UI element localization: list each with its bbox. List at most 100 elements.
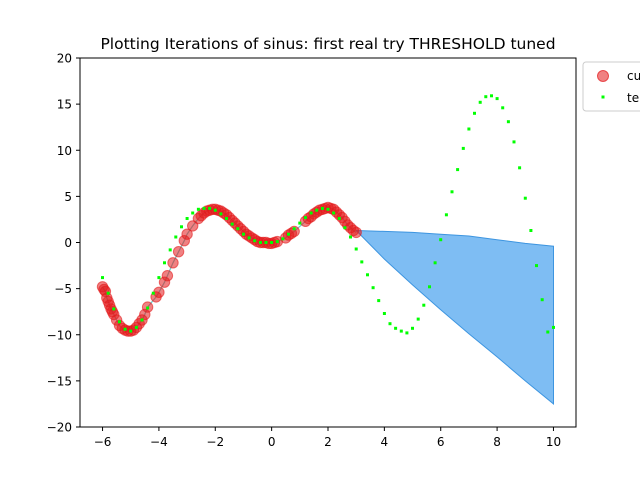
- y-tick-label: −20: [47, 421, 72, 435]
- y-tick-label: −10: [47, 328, 72, 342]
- test-point: [123, 327, 127, 331]
- test-point: [546, 330, 550, 334]
- test-point: [484, 95, 488, 99]
- legend: cu te: [582, 61, 640, 112]
- test-point: [304, 216, 307, 220]
- test-point: [428, 285, 431, 289]
- current-point: [288, 225, 300, 238]
- test-point: [230, 222, 234, 226]
- current-point: [153, 286, 165, 298]
- legend-marker-cu: [597, 70, 609, 82]
- test-point: [208, 206, 212, 210]
- x-tick-label: 6: [437, 435, 445, 449]
- test-point: [196, 207, 200, 211]
- x-tick-label: 8: [493, 435, 501, 449]
- confidence-band: [354, 229, 554, 405]
- test-point: [506, 120, 510, 124]
- test-point: [337, 217, 341, 220]
- test-point: [151, 291, 155, 295]
- y-tick-label: 20: [57, 52, 72, 66]
- test-point: [433, 261, 437, 265]
- test-point: [371, 286, 375, 290]
- x-tick-label: −6: [94, 435, 112, 449]
- x-tick-label: −4: [150, 435, 168, 449]
- test-point: [242, 232, 245, 236]
- test-point: [377, 299, 381, 303]
- test-point: [349, 235, 352, 239]
- test-point: [219, 212, 223, 216]
- current-point: [167, 257, 179, 269]
- test-point: [287, 232, 290, 236]
- test-point: [258, 241, 262, 244]
- test-point: [253, 239, 257, 243]
- test-point: [298, 221, 302, 225]
- test-point: [185, 217, 189, 220]
- test-point: [422, 303, 426, 307]
- test-point: [180, 225, 183, 229]
- x-tick-label: 10: [546, 435, 561, 449]
- test-point: [456, 168, 460, 172]
- test-point: [439, 238, 443, 242]
- test-point: [444, 213, 448, 217]
- test-point: [382, 312, 386, 315]
- test-point: [275, 240, 279, 244]
- test-point: [320, 206, 324, 210]
- test-point: [501, 106, 505, 110]
- x-tick-label: 4: [381, 435, 389, 449]
- legend-label-cu: cu: [627, 69, 640, 83]
- test-point: [191, 211, 195, 215]
- x-tick-label: 0: [268, 435, 276, 449]
- test-point: [354, 247, 358, 251]
- test-point: [129, 329, 133, 333]
- test-point: [292, 227, 296, 231]
- current-point: [172, 246, 185, 258]
- test-point: [518, 166, 522, 170]
- test-point: [535, 264, 538, 268]
- test-point: [168, 248, 172, 252]
- test-point: [270, 241, 274, 244]
- test-point: [315, 208, 319, 212]
- test-point: [225, 217, 228, 220]
- test-point: [552, 325, 555, 329]
- current-point: [350, 226, 362, 239]
- test-point: [540, 298, 544, 302]
- test-point: [512, 140, 516, 144]
- test-point: [366, 273, 369, 277]
- test-point: [529, 229, 533, 232]
- test-point: [405, 331, 409, 335]
- test-point: [118, 320, 121, 324]
- current-point: [187, 220, 199, 232]
- legend-box: [582, 61, 640, 112]
- test-point: [140, 318, 144, 322]
- plot-area: [96, 94, 555, 405]
- y-tick-label: 10: [57, 144, 72, 158]
- legend-label-te: te: [627, 91, 639, 105]
- test-point: [495, 97, 499, 101]
- test-point: [146, 306, 150, 310]
- y-tick-label: 15: [57, 98, 72, 112]
- y-axis: −20 −15 −10 −5 0 5 10 15 20: [47, 52, 80, 435]
- test-point: [450, 190, 454, 194]
- test-point: [416, 317, 420, 321]
- test-point: [399, 329, 403, 333]
- test-point: [326, 207, 330, 211]
- test-point: [202, 206, 206, 210]
- test-point: [106, 291, 110, 295]
- test-point: [388, 322, 392, 326]
- test-point: [394, 326, 398, 330]
- y-tick-label: −15: [47, 374, 72, 388]
- test-point: [523, 196, 527, 200]
- test-point: [163, 261, 166, 265]
- test-point: [134, 325, 138, 329]
- test-point: [174, 235, 178, 239]
- y-tick-label: 5: [64, 190, 72, 204]
- test-point: [490, 94, 493, 98]
- test-point: [332, 211, 336, 215]
- legend-marker-te: [601, 95, 605, 99]
- test-point: [112, 307, 116, 311]
- x-axis: −6 −4 −2 0 2 4 6 8 10: [94, 427, 561, 449]
- test-point: [461, 146, 465, 150]
- test-point: [360, 260, 364, 264]
- test-point: [236, 227, 240, 231]
